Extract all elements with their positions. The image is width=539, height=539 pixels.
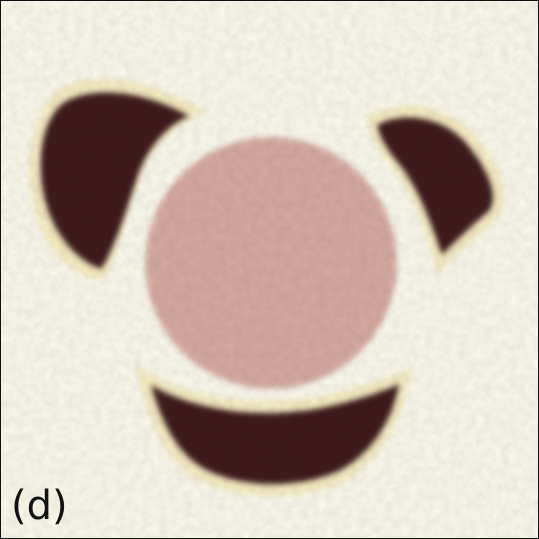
panel-label: (d) <box>11 486 68 526</box>
